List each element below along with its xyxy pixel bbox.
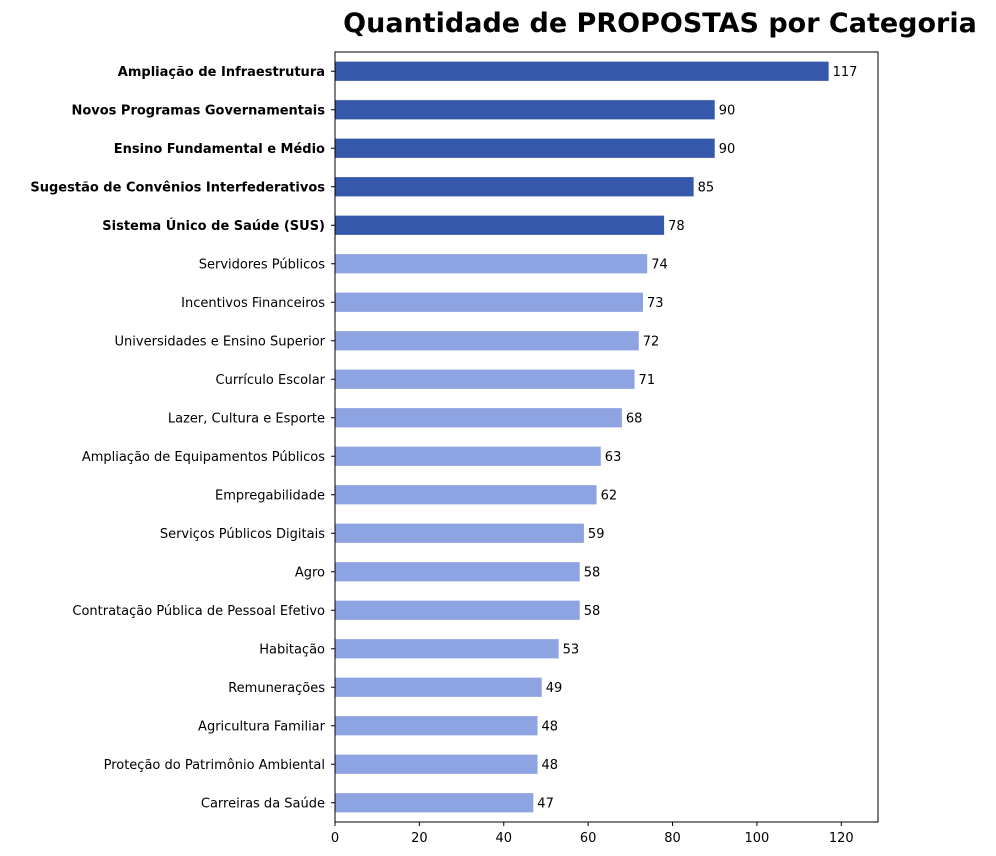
category-label: Remunerações xyxy=(228,681,325,696)
bar xyxy=(335,61,829,81)
value-label: 53 xyxy=(563,642,580,657)
axes: 0 20 40 60 80 100 120 xyxy=(331,51,879,846)
x-tick-label: 100 xyxy=(744,831,769,846)
value-label: 68 xyxy=(626,411,643,426)
category-label: Serviços Públicos Digitais xyxy=(160,527,325,542)
value-label: 58 xyxy=(584,604,601,619)
category-label: Currículo Escolar xyxy=(216,373,326,388)
bar xyxy=(335,100,715,120)
value-label: 63 xyxy=(605,450,622,465)
bar xyxy=(335,254,648,274)
value-label: 90 xyxy=(719,142,736,157)
category-label: Universidades e Ensino Superior xyxy=(115,334,326,349)
category-label: Carreiras da Saúde xyxy=(201,796,325,811)
bar xyxy=(335,292,643,312)
value-labels: 117 90 90 85 78 74 73 72 71 68 63 62 59 58 58 53 49 48 48 4… xyxy=(537,65,857,812)
bar xyxy=(335,331,639,351)
bar xyxy=(335,523,584,543)
value-label: 62 xyxy=(601,488,618,503)
value-label: 71 xyxy=(639,373,656,388)
bar xyxy=(335,562,580,582)
bars-layer xyxy=(335,61,829,813)
bar xyxy=(335,446,601,466)
category-label: Ampliação de Equipamentos Públicos xyxy=(82,450,325,465)
bar xyxy=(335,138,715,158)
bar xyxy=(335,793,534,813)
category-label: Sistema Único de Saúde (SUS) xyxy=(102,218,325,234)
category-label: Servidores Públicos xyxy=(199,257,325,272)
x-tick-label: 0 xyxy=(331,831,339,846)
bar xyxy=(335,485,597,505)
x-tick-label: 120 xyxy=(829,831,854,846)
bar xyxy=(335,408,622,428)
category-label: Ensino Fundamental e Médio xyxy=(114,142,325,157)
value-label: 74 xyxy=(651,257,668,272)
bar xyxy=(335,369,635,389)
bar xyxy=(335,215,665,235)
value-label: 72 xyxy=(643,334,660,349)
category-label: Habitação xyxy=(259,642,325,657)
bar xyxy=(335,677,542,697)
category-label: Sugestão de Convênios Interfederativos xyxy=(30,180,325,195)
chart-title: Quantidade de PROPOSTAS por Categoria xyxy=(343,8,977,39)
category-label: Proteção do Patrimônio Ambiental xyxy=(104,758,325,773)
value-label: 78 xyxy=(668,219,685,234)
plot-frame xyxy=(334,51,879,823)
value-label: 48 xyxy=(542,758,559,773)
x-tick-label: 80 xyxy=(664,831,681,846)
x-tick-label: 20 xyxy=(411,831,428,846)
category-label: Agro xyxy=(295,565,325,580)
bar xyxy=(335,754,538,774)
value-label: 49 xyxy=(546,681,563,696)
value-label: 90 xyxy=(719,103,736,118)
value-label: 73 xyxy=(647,296,664,311)
value-label: 47 xyxy=(537,796,554,811)
bar xyxy=(335,177,694,197)
x-tick-label: 40 xyxy=(495,831,512,846)
category-label: Incentivos Financeiros xyxy=(181,296,325,311)
bar xyxy=(335,639,559,659)
value-label: 117 xyxy=(833,65,858,80)
value-label: 85 xyxy=(698,180,715,195)
bar xyxy=(335,716,538,736)
category-label: Agricultura Familiar xyxy=(198,719,326,734)
value-label: 59 xyxy=(588,527,605,542)
bar xyxy=(335,600,580,620)
category-label: Ampliação de Infraestrutura xyxy=(118,65,325,80)
value-label: 58 xyxy=(584,565,601,580)
category-label: Empregabilidade xyxy=(215,488,325,503)
category-label: Contratação Pública de Pessoal Efetivo xyxy=(72,604,325,619)
category-labels: Ampliação de Infraestrutura Novos Program… xyxy=(30,65,325,812)
category-label: Novos Programas Governamentais xyxy=(71,103,325,118)
category-label: Lazer, Cultura e Esporte xyxy=(168,411,325,426)
value-label: 48 xyxy=(542,719,559,734)
x-tick-label: 60 xyxy=(580,831,597,846)
